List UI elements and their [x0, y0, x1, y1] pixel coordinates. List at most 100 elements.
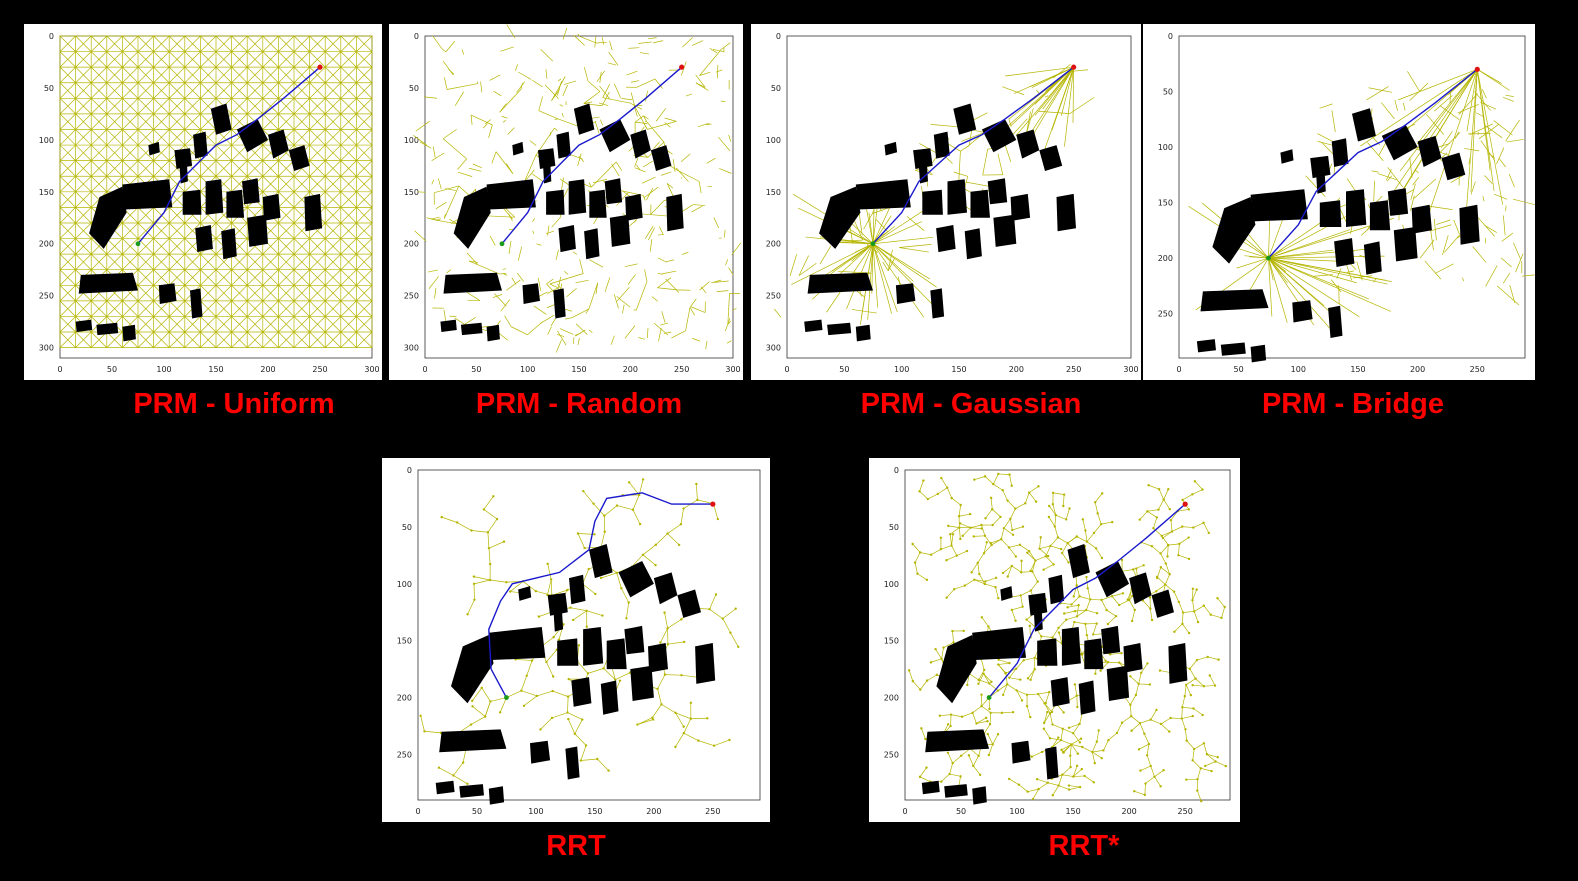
building — [195, 225, 213, 253]
roadmap-edge — [1058, 619, 1067, 629]
roadmap-edge — [309, 269, 326, 286]
roadmap-edge — [960, 145, 970, 152]
roadmap-edge — [1001, 711, 1014, 714]
roadmap-edge — [1244, 255, 1269, 259]
building — [543, 162, 552, 184]
tree-node — [1065, 518, 1068, 521]
building — [972, 627, 1026, 660]
roadmap-edge — [495, 151, 514, 174]
tree-node — [1133, 789, 1136, 793]
roadmap-edge — [1050, 545, 1062, 550]
roadmap-edge — [488, 124, 493, 138]
roadmap-edge — [432, 146, 436, 158]
roadmap-edge — [946, 588, 955, 598]
roadmap-edge — [168, 129, 186, 146]
roadmap-edge — [1101, 595, 1113, 601]
roadmap-edge — [604, 505, 618, 517]
roadmap-edge — [1028, 550, 1036, 561]
building — [226, 189, 245, 218]
tree-node — [1062, 612, 1066, 615]
tree-node — [1152, 527, 1155, 530]
roadmap-edge — [549, 273, 584, 285]
roadmap-edge — [632, 509, 641, 525]
x-tick-label: 0 — [1176, 365, 1181, 374]
roadmap-edge — [1012, 526, 1024, 531]
roadmap-edge — [540, 314, 555, 324]
roadmap-edge — [1009, 518, 1013, 531]
roadmap-edge — [1509, 285, 1516, 304]
building — [1028, 592, 1048, 616]
roadmap-edge — [1150, 709, 1157, 720]
roadmap-edge — [1268, 257, 1288, 323]
tree-node — [440, 515, 443, 519]
building — [1033, 608, 1043, 632]
tree-node — [1048, 504, 1051, 508]
tree-node — [666, 643, 670, 646]
building — [1037, 638, 1058, 666]
tree-node — [1026, 677, 1030, 680]
building — [964, 228, 982, 260]
tree-node — [1042, 568, 1045, 571]
roadmap-edge — [293, 35, 310, 52]
tree-node — [951, 533, 955, 536]
tree-node — [1185, 778, 1188, 781]
roadmap-edge — [90, 35, 108, 52]
roadmap-edge — [278, 98, 295, 115]
building — [648, 643, 668, 673]
roadmap-edge — [1084, 775, 1095, 783]
roadmap-edge — [106, 51, 123, 68]
roadmap-edge — [1193, 611, 1199, 623]
y-tick-label: 150 — [404, 188, 419, 197]
roadmap-edge — [231, 253, 248, 270]
building — [1220, 342, 1246, 356]
roadmap-edge — [698, 181, 702, 194]
tree-node — [1020, 699, 1024, 702]
roadmap-edge — [1434, 263, 1454, 274]
roadmap-edge — [1037, 778, 1048, 784]
roadmap-edge — [1094, 502, 1098, 514]
roadmap-edge — [636, 78, 656, 88]
roadmap-edge — [930, 123, 961, 128]
roadmap-edge — [972, 705, 982, 714]
roadmap-edge — [1197, 768, 1202, 780]
roadmap-edge — [1052, 785, 1059, 796]
roadmap-edge — [434, 287, 437, 299]
roadmap-edge — [1185, 684, 1192, 696]
roadmap-edge — [1002, 86, 1025, 96]
building — [921, 780, 940, 795]
roadmap-edge — [1011, 606, 1023, 611]
roadmap-edge — [309, 66, 326, 83]
goal-marker — [1182, 501, 1188, 507]
building — [1095, 561, 1130, 598]
roadmap-edge — [1368, 87, 1393, 93]
roadmap-edge — [184, 113, 201, 130]
roadmap-edge — [652, 704, 662, 718]
tree-node — [1076, 752, 1080, 755]
roadmap-edge — [184, 51, 201, 68]
roadmap-edge — [1189, 659, 1198, 670]
roadmap-edge — [106, 66, 123, 83]
roadmap-edge — [726, 340, 732, 344]
roadmap-edge — [483, 496, 494, 510]
roadmap-edge — [724, 317, 731, 332]
tree-node — [942, 646, 945, 649]
tree-node — [1066, 606, 1069, 609]
roadmap-edge — [1171, 526, 1183, 532]
roadmap-edge — [1484, 175, 1493, 184]
roadmap-edge — [715, 69, 723, 73]
building — [512, 141, 524, 156]
roadmap-edge — [106, 35, 123, 52]
roadmap-edge — [231, 35, 248, 52]
tree-node — [1199, 767, 1202, 770]
roadmap-edge — [1050, 537, 1059, 547]
roadmap-edge — [1147, 509, 1159, 512]
roadmap-edge — [262, 238, 279, 255]
roadmap-edge — [122, 300, 139, 317]
tree-node — [1210, 769, 1213, 773]
roadmap-edge — [278, 238, 295, 255]
roadmap-edge — [59, 66, 76, 83]
roadmap-edge — [637, 719, 654, 725]
roadmap-edge — [309, 35, 326, 52]
roadmap-edge — [184, 175, 201, 193]
